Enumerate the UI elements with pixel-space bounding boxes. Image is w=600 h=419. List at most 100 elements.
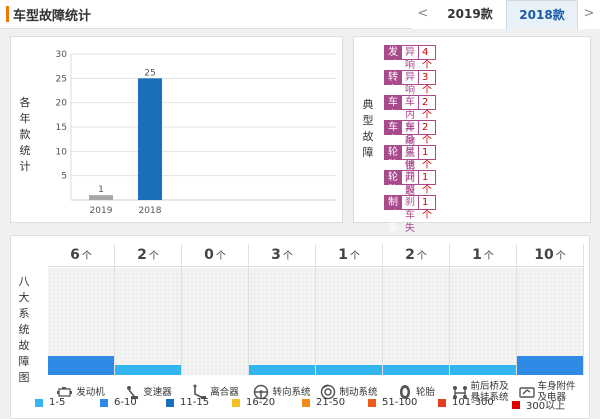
y-tick-label: 10 — [56, 147, 68, 157]
legend-swatch — [166, 398, 174, 407]
legend-swatch — [100, 398, 108, 407]
fault-count: 2个 — [419, 120, 436, 146]
system-column[interactable]: 6 个发动机 — [48, 244, 115, 398]
fault-type: 其他问题 — [402, 145, 419, 197]
legend: 1-5 6-10 11-15 16-20 21-50 51-100 101-300 300以上 — [35, 397, 586, 413]
systems-label: 八大系统故障图 — [18, 275, 30, 384]
fault-count: 1个 — [419, 145, 436, 171]
suspension-icon — [452, 386, 467, 399]
system-column[interactable]: 2 个变速器 — [115, 244, 182, 399]
system-bar-fill — [517, 355, 583, 375]
system-column[interactable]: 3 个转向系统 — [249, 244, 316, 400]
year-bar-chart: 5 10 15 20 25 30 1 2019 25 2018 — [56, 50, 336, 216]
legend-item: 16-20 — [232, 397, 275, 408]
page-header: 车型故障统计 < 2019款 2018款 > — [0, 0, 600, 29]
system-column[interactable]: 10 个车身附件及电器 — [517, 244, 584, 403]
fault-count: 4个 — [419, 45, 436, 71]
system-bar-area — [316, 268, 382, 375]
fault-part: 车身附件及电器 — [384, 95, 402, 186]
bar-2019[interactable] — [89, 195, 113, 200]
system-name: 前后桥及悬挂系统 — [450, 377, 516, 407]
tab-2018[interactable]: 2018款 — [506, 0, 578, 29]
fault-count: 1个 — [419, 195, 436, 221]
fault-item[interactable]: 轮胎 其他问题 1个 — [384, 145, 436, 197]
system-name-label: 轮胎 — [415, 386, 435, 398]
system-count-value: 6 — [70, 247, 80, 263]
legend-item: 21-50 — [302, 397, 345, 408]
gear-shift-icon — [127, 386, 139, 399]
fault-type: 异响 — [402, 70, 419, 96]
legend-swatch — [232, 398, 240, 407]
fault-item[interactable]: 制动系统刹车失灵1个 — [384, 195, 436, 247]
legend-label: 6-10 — [114, 397, 137, 408]
bar-2018[interactable] — [138, 78, 162, 200]
fault-item[interactable]: 车身附件及电器车内异响2个 — [384, 95, 436, 186]
system-bar-area — [249, 268, 315, 375]
fault-type: 开裂 — [402, 170, 419, 196]
fault-count: 1个 — [419, 170, 436, 196]
system-bar-area — [182, 268, 248, 375]
system-count-unit: 个 — [215, 251, 226, 262]
legend-swatch — [368, 398, 376, 407]
system-name-label: 转向系统 — [272, 386, 311, 398]
fault-count: 2个 — [419, 95, 436, 121]
system-name: 轮胎 — [383, 377, 449, 407]
legend-label: 101-300 — [452, 397, 494, 408]
legend-item: 11-15 — [166, 397, 209, 408]
next-arrow-button[interactable]: > — [578, 0, 600, 29]
brake-disc-icon — [321, 384, 336, 400]
system-count-value: 3 — [271, 247, 281, 263]
fault-type: 异响 — [402, 45, 419, 71]
tab-2019[interactable]: 2019款 — [434, 0, 506, 29]
system-name: 制动系统 — [316, 377, 382, 407]
system-bar-fill — [316, 365, 382, 375]
year-tabs: < 2019款 2018款 > — [412, 0, 600, 29]
system-column[interactable]: 2 个轮胎 — [383, 244, 450, 399]
system-name: 车身附件及电器 — [517, 377, 583, 407]
system-name-label: 车身附件及电器 — [537, 381, 576, 403]
system-count-value: 1 — [472, 247, 482, 263]
y-tick-label: 20 — [56, 99, 68, 109]
clutch-pedal-icon — [193, 384, 207, 399]
system-count-unit: 个 — [282, 251, 293, 262]
fault-item[interactable]: 车身附件及电器车身生锈2个 — [384, 120, 436, 211]
prev-arrow-button[interactable]: < — [412, 0, 434, 29]
legend-label: 11-15 — [180, 397, 210, 408]
system-name: 发动机 — [48, 377, 114, 407]
y-tick-label: 5 — [61, 172, 67, 182]
y-tick-label: 15 — [56, 123, 67, 133]
fault-part: 轮胎 — [384, 170, 402, 196]
legend-swatch — [438, 398, 446, 407]
system-column[interactable]: 1 个前后桥及悬挂系统 — [450, 244, 517, 403]
fault-item[interactable]: 转向系统异响3个 — [384, 70, 436, 122]
legend-item: 101-300 — [438, 397, 494, 408]
system-column[interactable]: 1 个制动系统 — [316, 244, 383, 400]
system-bar-area — [383, 268, 449, 375]
system-bar-area — [115, 268, 181, 375]
system-count-value: 2 — [137, 247, 147, 263]
legend-swatch — [302, 398, 310, 407]
system-name-label: 离合器 — [210, 386, 239, 398]
fault-item[interactable]: 轮胎 开裂 1个 — [384, 170, 436, 196]
system-bar-area — [48, 268, 114, 375]
system-bar-fill — [115, 365, 181, 375]
x-tick-label: 2018 — [139, 206, 162, 216]
fault-item[interactable]: 发动机异响4个 — [384, 45, 436, 84]
fault-type: 刹车失灵 — [402, 195, 419, 247]
typical-faults-panel: 典型故障 发动机异响4个转向系统异响3个车身附件及电器车内异响2个车身附件及电器… — [353, 36, 591, 247]
system-column[interactable]: 0 个离合器 — [182, 244, 249, 399]
system-count-unit: 个 — [349, 251, 360, 262]
system-count-value: 1 — [338, 247, 348, 263]
legend-item: 300以上 — [512, 397, 565, 412]
fault-count: 3个 — [419, 70, 436, 96]
system-count-value: 0 — [204, 247, 214, 263]
system-bar-fill — [249, 365, 315, 375]
legend-item: 6-10 — [100, 397, 137, 408]
legend-swatch — [35, 398, 43, 407]
system-count-unit: 个 — [555, 251, 566, 262]
system-bar-area — [517, 268, 583, 375]
